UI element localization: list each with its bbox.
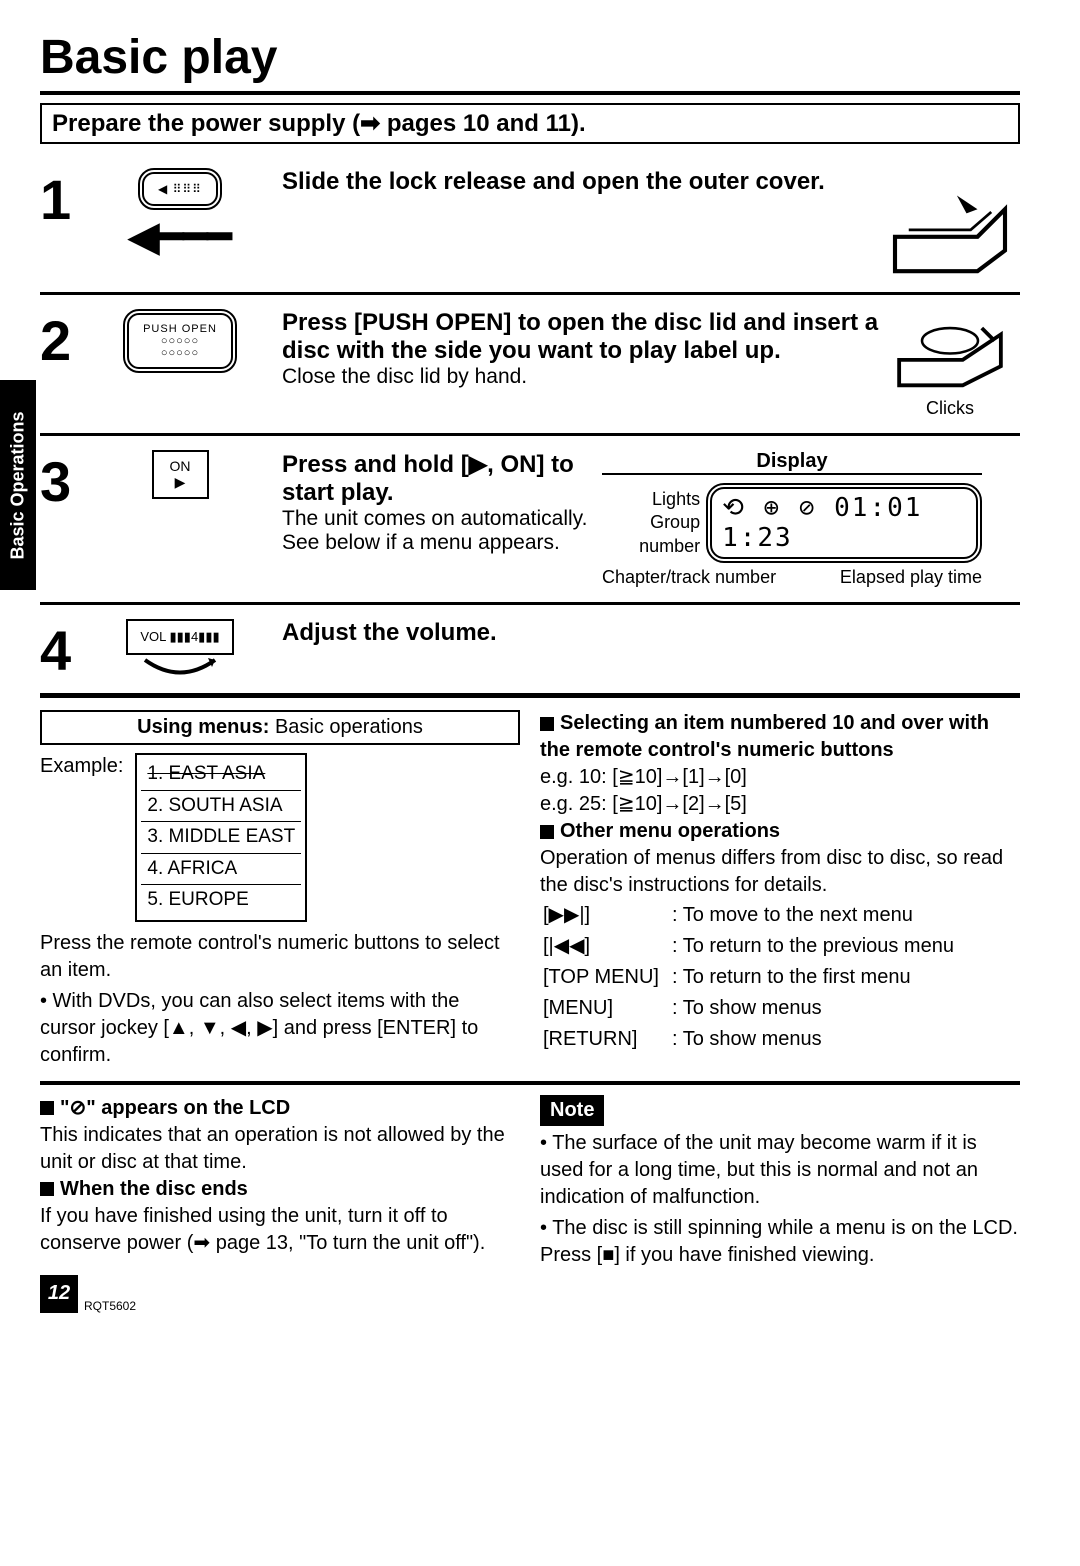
prepare-box: Prepare the power supply (➡ pages 10 and… — [40, 103, 1020, 144]
ops-table: [▶▶|]: To move to the next menu [|◀◀]: T… — [540, 899, 957, 1056]
step-number: 3 — [40, 454, 90, 510]
step-number: 2 — [40, 313, 90, 369]
lcd-display: ⟲ ⊕ ⊘ 01:01 1:23 — [706, 483, 982, 563]
step1-text: Slide the lock release and open the oute… — [282, 168, 880, 196]
menus-left: Using menus: Basic operations Example: 1… — [40, 710, 520, 1069]
side-tab: Basic Operations — [0, 380, 36, 590]
step2-bold: Press [PUSH OPEN] to open the disc lid a… — [282, 309, 880, 365]
step-4: 4 VOL ▮▮▮4▮▮▮ Adjust the volume. — [40, 605, 1020, 698]
square-icon — [540, 825, 554, 839]
step-3: 3 ON ▶ Press and hold [▶, ON] to start p… — [40, 436, 1020, 605]
page-title: Basic play — [40, 30, 1020, 95]
step3-icon: ON ▶ — [90, 450, 270, 499]
step-1: 1 ◀ ⠿⠿⠿ ◀━━━ Slide the lock release and … — [40, 154, 1020, 295]
bottom-right: Note • The surface of the unit may becom… — [540, 1095, 1020, 1269]
page-number: 12 — [40, 1275, 78, 1313]
step-2: 2 PUSH OPEN ○○○○○ ○○○○○ Press [PUSH OPEN… — [40, 295, 1020, 436]
curve-arrow-icon — [140, 655, 220, 679]
bottom-left: "⊘" appears on the LCD This indicates th… — [40, 1095, 520, 1269]
step2-illustration: Clicks — [880, 309, 1020, 419]
step4-bold: Adjust the volume. — [282, 619, 1020, 647]
step-number: 4 — [40, 623, 90, 679]
menus-right: Selecting an item numbered 10 and over w… — [540, 710, 1020, 1069]
menu-list: 1. EAST ASIA 2. SOUTH ASIA 3. MIDDLE EAS… — [135, 753, 307, 922]
square-icon — [540, 717, 554, 731]
step3-plain: The unit comes on automatically. See bel… — [282, 507, 602, 555]
step1-icon: ◀ ⠿⠿⠿ ◀━━━ — [90, 168, 270, 260]
note-badge: Note — [540, 1095, 604, 1126]
page-code: RQT5602 — [84, 1299, 136, 1313]
step3-bold: Press and hold [▶, ON] to start play. — [282, 450, 602, 507]
menu-title: Using menus: Basic operations — [40, 710, 520, 745]
step2-icon: PUSH OPEN ○○○○○ ○○○○○ — [90, 309, 270, 373]
display-area: Display Lights Group number ⟲ ⊕ ⊘ 01:01 … — [602, 450, 982, 588]
page-footer: 12 RQT5602 — [40, 1275, 1020, 1313]
step-number: 1 — [40, 172, 90, 228]
square-icon — [40, 1182, 54, 1196]
step2-plain: Close the disc lid by hand. — [282, 365, 880, 389]
step4-icon: VOL ▮▮▮4▮▮▮ — [90, 619, 270, 679]
arrow-left-icon: ◀━━━ — [128, 214, 231, 260]
square-icon — [40, 1101, 54, 1115]
step1-illustration — [880, 168, 1020, 278]
